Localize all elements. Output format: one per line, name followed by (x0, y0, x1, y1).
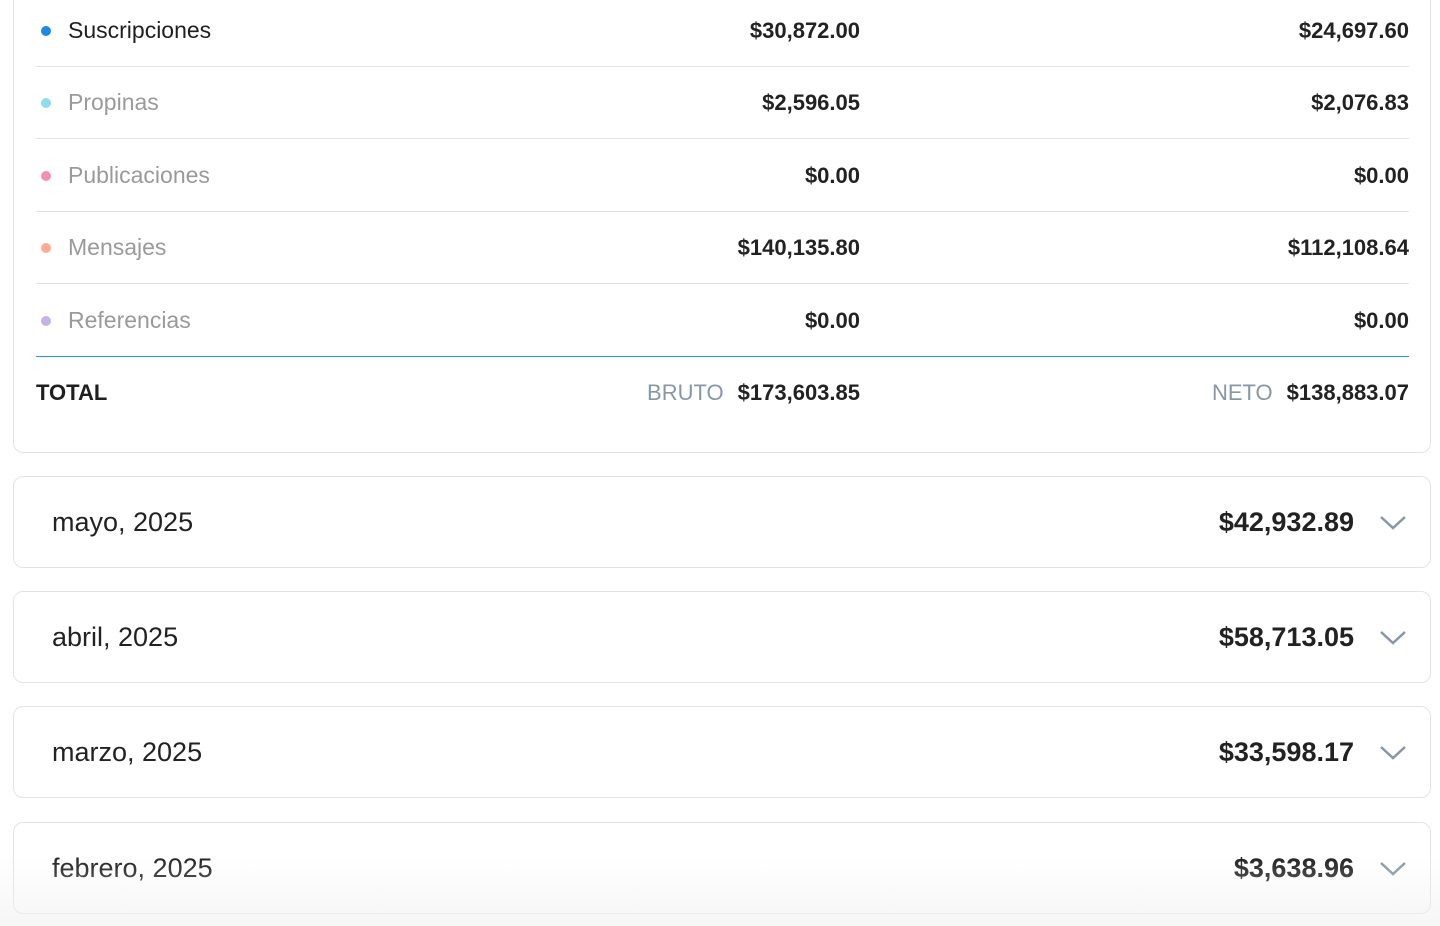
month-accordion[interactable]: marzo, 2025 $33,598.17 (13, 706, 1431, 798)
category-net: $24,697.60 (1298, 17, 1409, 43)
month-accordion[interactable]: mayo, 2025 $42,932.89 (13, 476, 1431, 568)
category-gross: $0.00 (804, 307, 860, 333)
category-label: Publicaciones (68, 162, 210, 188)
total-label: TOTAL (36, 380, 108, 405)
category-color-dot-icon (41, 242, 51, 253)
category-row[interactable]: Referencias $0.00 $0.00 (36, 285, 1409, 357)
category-row[interactable]: Propinas $2,596.05 $2,076.83 (36, 67, 1409, 139)
category-gross: $0.00 (804, 162, 860, 188)
category-color-dot-icon (41, 25, 51, 36)
month-amount: $33,598.17 (1218, 736, 1354, 767)
category-color-dot-icon (41, 170, 51, 181)
bottom-fade (0, 856, 1440, 926)
category-label: Mensajes (68, 234, 167, 260)
category-label: Propinas (68, 89, 159, 115)
category-net: $0.00 (1353, 162, 1409, 188)
total-gross-value: $173,603.85 (737, 380, 860, 405)
chevron-down-icon[interactable] (1378, 627, 1408, 647)
total-row: TOTAL BRUTO $173,603.85 NETO $138,883.07 (36, 357, 1409, 429)
category-color-dot-icon (41, 97, 51, 108)
category-net: $2,076.83 (1311, 89, 1409, 115)
total-net-value: $138,883.07 (1286, 380, 1409, 405)
chevron-down-icon[interactable] (1378, 742, 1408, 762)
category-label: Referencias (68, 307, 191, 333)
category-row[interactable]: Publicaciones $0.00 $0.00 (36, 140, 1409, 212)
category-net: $0.00 (1353, 307, 1409, 333)
category-net: $112,108.64 (1287, 234, 1409, 260)
gross-tag: BRUTO (647, 380, 724, 405)
category-gross: $140,135.80 (737, 234, 860, 260)
category-row[interactable]: Suscripciones $30,872.00 $24,697.60 (36, 0, 1409, 67)
month-name: abril, 2025 (52, 621, 179, 652)
category-label: Suscripciones (68, 17, 212, 43)
total-gross: BRUTO $173,603.85 (647, 380, 860, 406)
total-net: NETO $138,883.07 (1212, 380, 1409, 406)
category-gross: $30,872.00 (749, 17, 860, 43)
category-color-dot-icon (41, 315, 51, 326)
chevron-down-icon[interactable] (1378, 512, 1408, 532)
month-amount: $58,713.05 (1218, 621, 1354, 652)
category-gross: $2,596.05 (762, 89, 860, 115)
month-name: mayo, 2025 (52, 506, 194, 537)
month-amount: $42,932.89 (1218, 506, 1354, 537)
month-name: marzo, 2025 (52, 736, 203, 767)
category-row[interactable]: Mensajes $140,135.80 $112,108.64 (36, 212, 1409, 284)
earnings-summary-card: Suscripciones $30,872.00 $24,697.60 Prop… (13, 0, 1431, 453)
month-accordion[interactable]: abril, 2025 $58,713.05 (13, 591, 1431, 683)
net-tag: NETO (1211, 380, 1273, 405)
